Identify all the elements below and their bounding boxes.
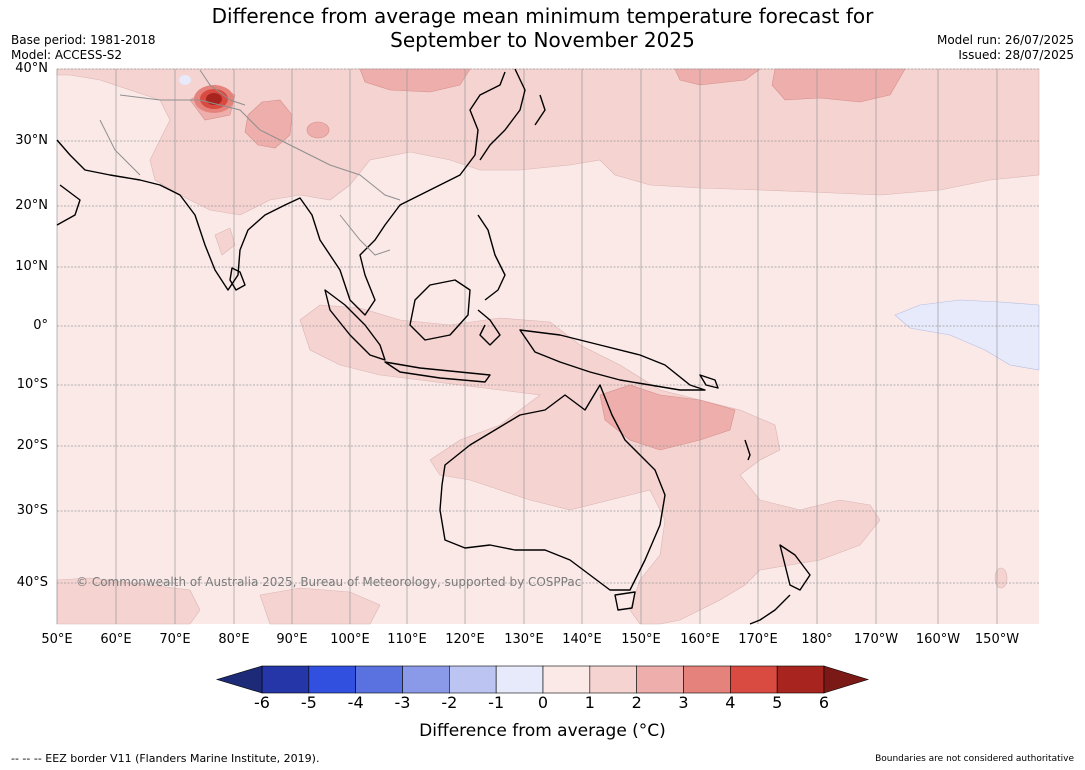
lon-label: 150°W <box>974 632 1020 647</box>
lon-label: 120°E <box>445 632 485 647</box>
issued-date: Issued: 28/07/2025 <box>958 48 1074 62</box>
lon-label: 60°E <box>100 632 132 647</box>
colorbar-segment <box>308 665 356 694</box>
colorbar-tick-label: -4 <box>347 693 364 712</box>
colorbar-tick-label: 5 <box>772 693 783 712</box>
boundaries-disclaimer: Boundaries are not considered authoritat… <box>875 754 1074 764</box>
colorbar-tick-label: 2 <box>631 693 642 712</box>
colorbar-segment <box>776 665 825 694</box>
colorbar-segment <box>542 665 591 694</box>
colorbar-segment <box>495 665 544 694</box>
lat-label: 10°S <box>16 377 48 392</box>
lat-label: 40°N <box>15 61 48 76</box>
lat-label: 0° <box>33 318 48 333</box>
colorbar-segment <box>589 665 637 694</box>
anomaly-negative <box>894 299 1040 371</box>
title-line-1: Difference from average mean minimum tem… <box>211 4 874 28</box>
colorbar-segment <box>449 665 497 694</box>
title-line-2: September to November 2025 <box>390 28 695 52</box>
meta-right: Model run: 26/07/2025 Issued: 28/07/2025 <box>937 33 1074 63</box>
base-period: Base period: 1981-2018 <box>11 33 156 47</box>
colorbar-tick-label: 1 <box>584 693 595 712</box>
colorbar-segment <box>730 665 778 694</box>
colorbar-segment <box>636 665 684 694</box>
lon-label: 50°E <box>41 632 73 647</box>
lon-label: 130°E <box>504 632 544 647</box>
colorbar-segment <box>261 665 310 694</box>
lon-label: 170°E <box>738 632 778 647</box>
anomaly-1-2 <box>56 68 1040 625</box>
colorbar-tick-label: 6 <box>818 693 830 712</box>
model-name: Model: ACCESS-S2 <box>11 48 123 62</box>
lat-label: 20°S <box>16 438 48 453</box>
colorbar-tick-label: -1 <box>488 693 505 712</box>
lon-label: 180° <box>801 632 833 647</box>
lon-label: 80°E <box>218 632 250 647</box>
colorbar-tick-label: -3 <box>394 693 411 712</box>
colorbar-tick-label: 0 <box>537 693 549 712</box>
lon-label: 100°E <box>330 632 370 647</box>
lon-label: 90°E <box>276 632 308 647</box>
copyright-notice: © Commonwealth of Australia 2025, Bureau… <box>76 575 582 589</box>
colorbar-under-arrow <box>215 665 263 694</box>
colorbar-segment <box>355 665 403 694</box>
lon-label: 70°E <box>159 632 191 647</box>
model-run: Model run: 26/07/2025 <box>936 33 1074 47</box>
colorbar-segment <box>402 665 450 694</box>
lon-label: 110°E <box>387 632 427 647</box>
meta-left: Base period: 1981-2018 Model: ACCESS-S2 <box>11 33 156 63</box>
lat-label: 30°N <box>15 133 48 148</box>
eez-legend: -- -- -- EEZ border V11 (Flanders Marine… <box>11 752 320 765</box>
anomaly-2-3 <box>189 68 906 451</box>
lat-label: 30°S <box>16 503 48 518</box>
colorbar-tick-label: -2 <box>441 693 458 712</box>
colorbar-label: Difference from average (°C) <box>419 721 666 741</box>
lon-label: 160°E <box>680 632 720 647</box>
map-title: Difference from average mean minimum tem… <box>0 4 1085 52</box>
anomaly-negative-small <box>179 75 191 85</box>
colorbar-tick-label: -6 <box>254 693 270 712</box>
lat-label: 10°N <box>15 259 48 274</box>
colorbar-over-arrow <box>823 665 870 694</box>
country-borders <box>99 69 401 256</box>
lat-label: 40°S <box>16 575 48 590</box>
lat-label: 20°N <box>15 198 48 213</box>
colorbar-tick-label: 3 <box>678 693 689 712</box>
lon-label: 140°E <box>562 632 602 647</box>
lon-label: 160°W <box>915 632 961 647</box>
colorbar-tick-label: -5 <box>300 693 317 712</box>
lon-label: 170°W <box>853 632 899 647</box>
colorbar-segment <box>683 665 731 694</box>
gridlines <box>56 68 1039 624</box>
lon-label: 150°E <box>621 632 661 647</box>
colorbar-tick-label: 4 <box>725 693 736 712</box>
coastlines <box>56 68 811 625</box>
